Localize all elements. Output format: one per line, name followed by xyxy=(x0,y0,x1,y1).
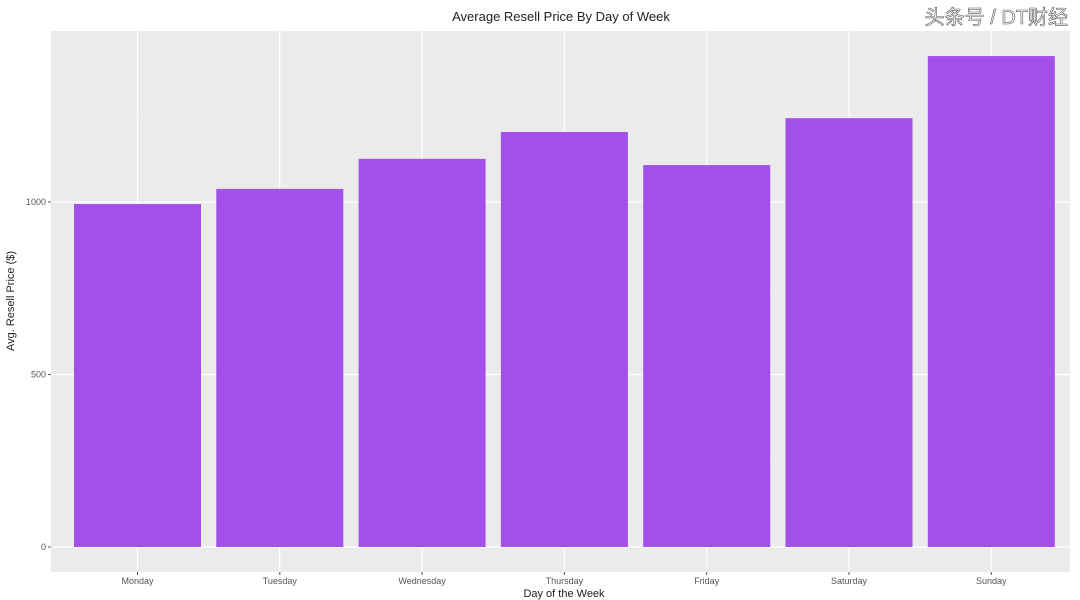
x-tick-label: Wednesday xyxy=(398,576,446,586)
watermark: 头条号 / DT财经 xyxy=(925,6,1068,29)
x-tick-label: Monday xyxy=(121,576,154,586)
x-tick-label: Thursday xyxy=(546,576,584,586)
bar-wednesday xyxy=(358,158,486,547)
y-axis-ticks: 0 500 1000 xyxy=(26,197,51,552)
bar-monday xyxy=(74,204,201,547)
bar-friday xyxy=(643,165,771,547)
bar-tuesday xyxy=(216,188,344,547)
y-tick-label: 1000 xyxy=(26,197,46,207)
y-tick-label: 500 xyxy=(31,370,46,380)
x-tick-label: Tuesday xyxy=(263,576,298,586)
bars xyxy=(74,56,1055,547)
bar-thursday xyxy=(500,131,628,547)
x-axis-label: Day of the Week xyxy=(523,588,605,600)
x-axis-ticks: Monday Tuesday Wednesday Thursday Friday Satu… xyxy=(121,572,1007,586)
x-tick-label: Friday xyxy=(694,576,720,586)
y-axis-label: Avg. Resell Price ($) xyxy=(5,251,17,351)
y-tick-label: 0 xyxy=(41,542,46,552)
chart-title: Average Resell Price By Day of Week xyxy=(452,9,670,24)
bar-sunday xyxy=(927,56,1055,547)
x-tick-label: Sunday xyxy=(976,576,1007,586)
bar-saturday xyxy=(785,118,913,547)
x-tick-label: Saturday xyxy=(831,576,868,586)
